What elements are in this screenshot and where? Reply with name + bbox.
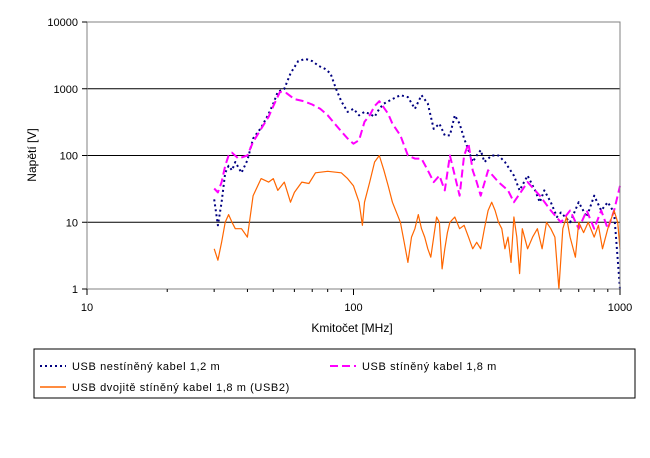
x-tick-label: 100 <box>344 302 362 314</box>
series-line-1 <box>213 57 621 290</box>
legend-box <box>33 348 636 399</box>
gridlines <box>87 21 620 290</box>
plot-lines <box>213 57 621 290</box>
y-tick-label: 100 <box>60 151 78 163</box>
legend: USB nestíněný kabel 1,2 m USB stíněný kab… <box>40 361 497 394</box>
series-line-3 <box>213 154 621 290</box>
y-tick-label: 1000 <box>54 84 78 96</box>
series-line-2 <box>213 90 621 230</box>
y-tick-label: 10000 <box>47 17 78 29</box>
axis-ticks <box>82 21 621 295</box>
x-tick-label: 1000 <box>608 302 632 314</box>
y-tick-label: 10 <box>66 217 78 229</box>
y-axis-title: Napětí [V] <box>25 128 39 181</box>
legend-label-2: USB stíněný kabel 1,8 m <box>362 361 497 373</box>
legend-label-1: USB nestíněný kabel 1,2 m <box>72 361 220 373</box>
x-tick-label: 10 <box>81 302 93 314</box>
y-tick-label: 1 <box>72 284 78 296</box>
legend-label-3: USB dvojitě stíněný kabel 1,8 m (USB2) <box>72 382 290 394</box>
x-axis-title: Kmitočet [MHz] <box>311 321 392 335</box>
